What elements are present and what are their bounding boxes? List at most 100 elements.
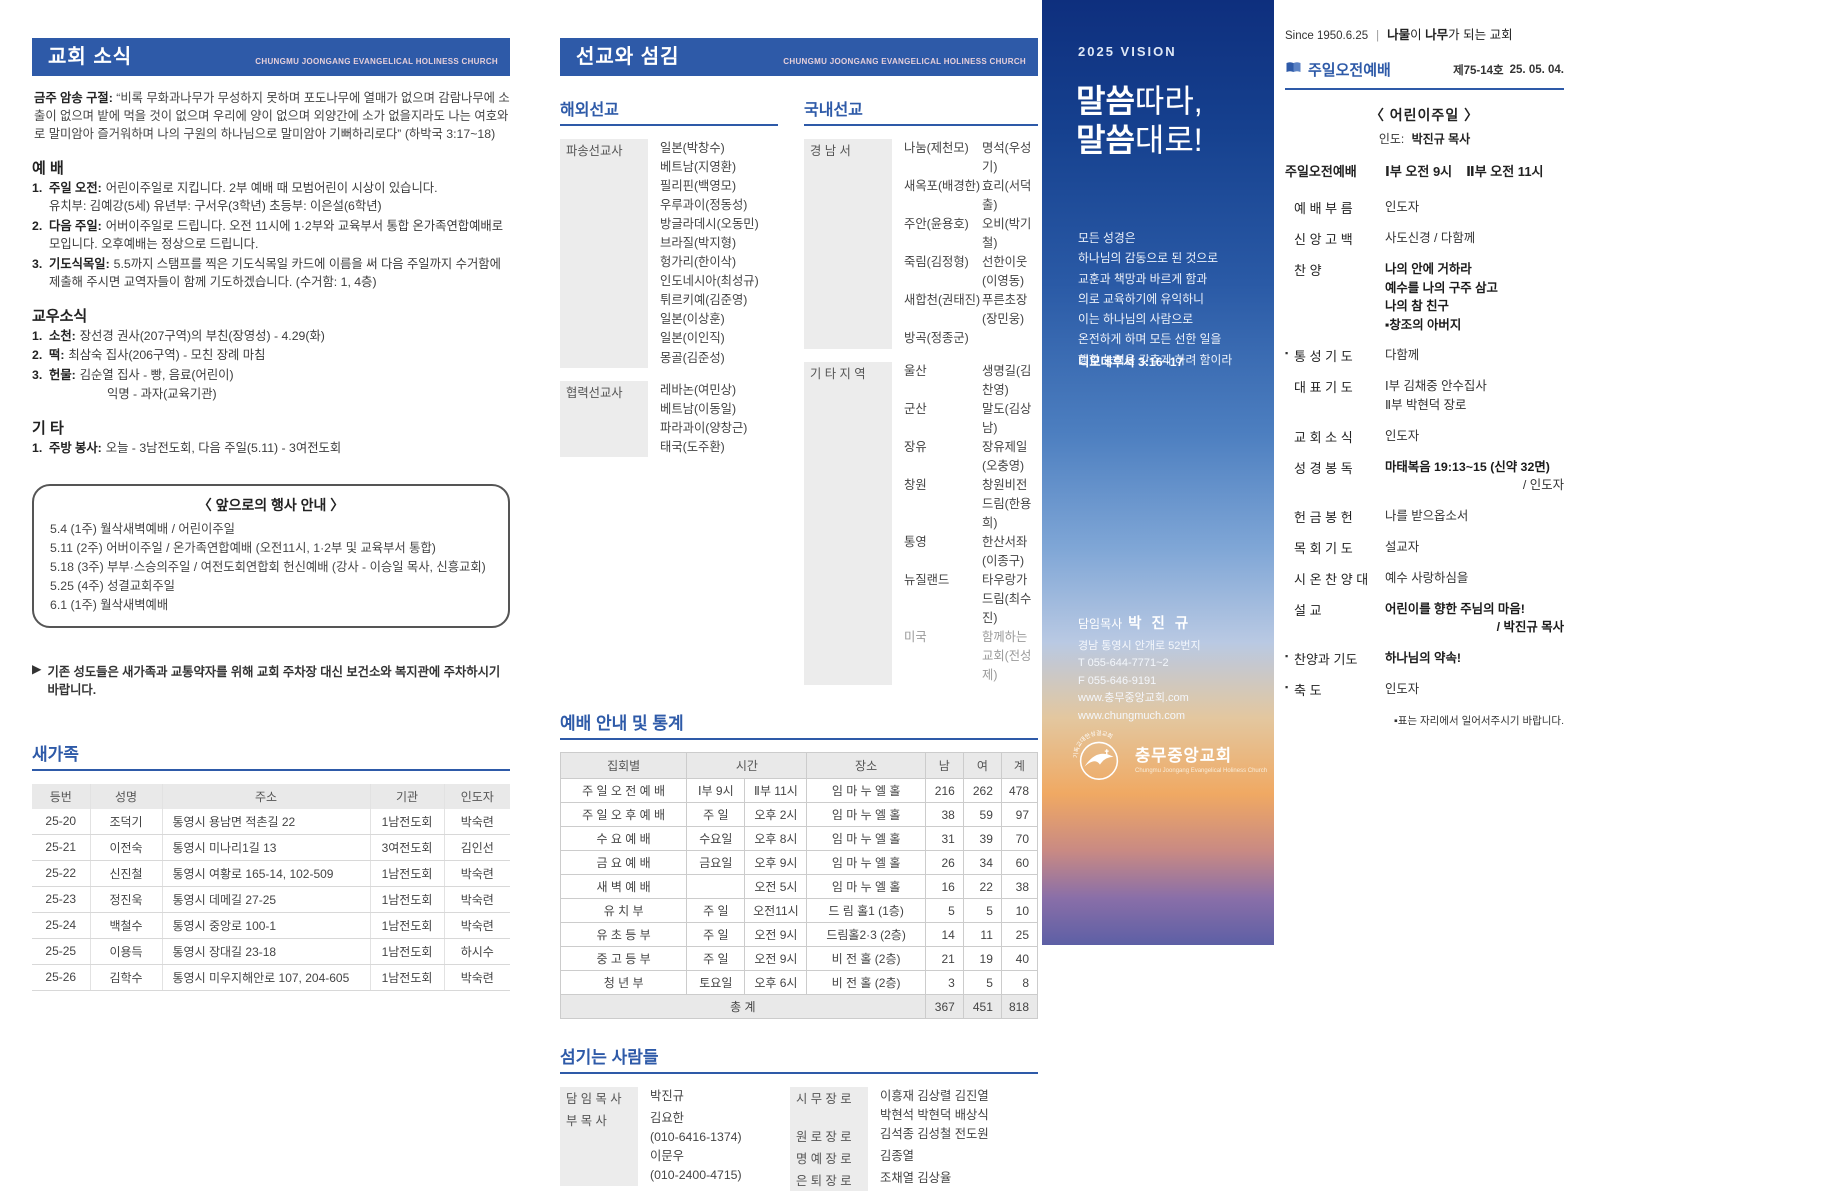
- mission-pair: 통영 한산서좌(이종구): [904, 533, 1038, 571]
- mission-pair: 새옥포(배경한) 효리(서덕출): [904, 177, 1038, 215]
- cell-meeting: 유 초 등 부: [559, 922, 688, 948]
- cell-name: 조덕기: [89, 808, 162, 835]
- order-row: ▪ 축 도 인도자: [1285, 680, 1564, 699]
- missionary-line: 브라질(박지형): [660, 236, 737, 251]
- member-news-items: 1. 소천: 장선경 권사(207구역)의 부친(장영성) - 4.29(화) 2…: [32, 328, 510, 404]
- cell-total: 70: [1000, 826, 1039, 852]
- order-value: Ⅰ부 김채중 안수집사: [1385, 379, 1487, 394]
- missionary-line: 방글라데시(오동민): [660, 217, 759, 232]
- cell-guide: 박숙련: [443, 860, 510, 887]
- dove-circle-logo-icon: 기독교대한성결교회: [1070, 726, 1128, 789]
- leader-label: 인도:: [1378, 132, 1405, 146]
- order-label: 찬양과 기도: [1294, 652, 1358, 668]
- cell-regno: 25-24: [32, 912, 90, 939]
- order-values: 다함께: [1385, 346, 1564, 365]
- new-family-header-row: 등번 성명 주소 기관 인도자: [32, 783, 510, 809]
- order-value: 나의 안에 거하라: [1385, 262, 1472, 276]
- order-values: 나의 안에 거하라 예수를 나의 구주 삼고 나의 참 친구 ▪창조의 아버지: [1385, 260, 1564, 334]
- servant-lines: 김요한 (010-6416-1374) 이문우 (010-2400-4715): [638, 1109, 772, 1185]
- col-header: 여: [962, 752, 1002, 780]
- church-news-header: 교회 소식 CHUNGMU JOONGANG EVANGELICAL HOLIN…: [32, 38, 510, 76]
- mission-role: 파송선교사: [560, 139, 648, 368]
- mission-pair: 뉴질랜드 타우랑가드림(최수진): [904, 571, 1038, 628]
- cell-name: 정진욱: [89, 886, 162, 913]
- mission-lines: 일본(박창수) 베트남(지영환) 필리핀(백영모) 우루과이(정동성) 방글라데시(오동…: [648, 139, 778, 368]
- memory-verse-label: 금주 암송 구절:: [34, 91, 113, 105]
- new-family-section: 새가족 등번 성명 주소 기관 인도자 25-20 조덕기 통영시 용남면 적촌…: [32, 740, 510, 991]
- order-value: 마태복음 19:13~15 (신약 32면): [1385, 459, 1550, 474]
- table-row: 유 치 부 주 일 오전11시 드 림 홀1 (1층) 5 5 10: [559, 898, 1039, 924]
- col-header: 계: [1000, 752, 1039, 780]
- stats-total-row: 총 계 367 451 818: [560, 994, 1039, 1020]
- church-b: 푸른초장(장민웅): [982, 293, 1028, 327]
- church-a: 방곡(정종군): [904, 331, 969, 346]
- event-line: 6.1 (1주) 월삭새벽예배: [50, 597, 169, 612]
- servants-right: 시 무 장 로 이흥재 김상렬 김진열 박현석 박현덕 배상식 원 로 장 로 김…: [790, 1087, 1038, 1191]
- service-times: 주일오전예배 Ⅰ부 오전 9시 Ⅱ부 오전 11시: [1285, 161, 1564, 180]
- item-label: 다음 주일:: [49, 219, 102, 234]
- servant-line: 박진규: [650, 1089, 684, 1104]
- mission-pair: 주안(윤용호) 오비(박기철): [904, 215, 1038, 253]
- cell-male: 216: [924, 778, 964, 804]
- item-label: 헌물:: [49, 368, 76, 383]
- cell-total: 25: [1000, 922, 1039, 948]
- church-a: 새합천(권태진): [904, 293, 981, 308]
- member-news-item: 3. 헌물: 김순열 집사 - 빵, 음료(어린이) 익명 - 과자(교육기관): [32, 367, 510, 404]
- pastor-label: 담임목사: [1078, 617, 1123, 631]
- item-body: 기도식목일: 5.5까지 스탬프를 찍은 기도식목일 카드에 이름을 써 다음 주…: [49, 256, 510, 292]
- order-label: 설 교: [1294, 602, 1322, 618]
- cell-guide: 박숙련: [443, 886, 510, 913]
- item-number: 3.: [32, 368, 43, 383]
- page-title: 선교와 섬김: [576, 46, 680, 68]
- worship-item: 1. 주일 오전: 어린이주일로 지킵니다. 2부 예배 때 모범어린이 시상이 …: [32, 180, 510, 217]
- cell-name: 백철수: [89, 912, 162, 939]
- table-row: 25-20 조덕기 통영시 용남면 적촌길 22 1남전도회 박숙련: [32, 808, 510, 835]
- mission-pair: 미국 함께하는교회(전성제): [904, 628, 1038, 685]
- cell-address: 통영시 미나리1길 13: [161, 834, 370, 861]
- mission-role: 기 타 지 역: [804, 361, 892, 686]
- mission-role: 협력선교사: [560, 380, 648, 457]
- overseas-mission: 해외선교 파송선교사 일본(박창수) 베트남(지영환) 필리핀(백영모) 우루과이(정…: [560, 96, 778, 685]
- col-header: 주소: [161, 783, 370, 809]
- mission-pair: 새합천(권태진) 푸른초장(장민웅): [904, 291, 1038, 329]
- missionary-line: 베트남(지영환): [660, 160, 737, 175]
- upcoming-events-box: 〈 앞으로의 행사 안내 〉 5.4 (1주) 월삭새벽예배 / 어린이주일 5.…: [32, 483, 510, 628]
- item-label: 소천:: [49, 328, 76, 343]
- missionary-line: 우루과이(정동성): [660, 198, 748, 213]
- item-number: 1.: [32, 440, 43, 455]
- cell-meeting: 청 년 부: [559, 970, 688, 996]
- cell-time: 오전11시: [744, 898, 808, 924]
- item-subtext: 유치부: 김예강(5세) 유년부: 구서우(3학년) 초등부: 이은설(6학년): [49, 199, 382, 214]
- col-header: 장소: [806, 752, 926, 780]
- cell-regno: 25-26: [32, 964, 90, 991]
- cell-meeting: 유 치 부: [559, 898, 688, 924]
- servant-line: 이흥재 김상렬 김진열: [880, 1089, 989, 1104]
- order-label: 통 성 기 도: [1294, 349, 1353, 365]
- cell-female: 34: [962, 850, 1002, 876]
- stand-bullet-icon: ▪: [1285, 651, 1289, 662]
- overseas-title: 해외선교: [560, 96, 778, 126]
- service-title: 주일오전예배: [1308, 62, 1391, 79]
- mission-group: 파송선교사 일본(박창수) 베트남(지영환) 필리핀(백영모) 우루과이(정동성) 방글…: [560, 139, 778, 368]
- mission-pair: 창원 창원비전드림(한용희): [904, 476, 1038, 533]
- cell-org: 1남전도회: [369, 912, 444, 939]
- order-row: ▪ 찬양과 기도 하나님의 약속!: [1285, 649, 1564, 668]
- order-label: 교 회 소 식: [1294, 429, 1353, 445]
- cell-day: 주 일: [686, 898, 746, 924]
- col-header: 인도자: [443, 783, 510, 809]
- cell-day: Ⅰ부 9시: [686, 778, 746, 804]
- cell-org: 1남전도회: [369, 808, 444, 835]
- stand-bullet-icon: [1285, 198, 1294, 217]
- event-line: 5.18 (3주) 부부·스승의주일 / 여전도회연합회 헌신예배 (강사 - …: [50, 559, 486, 574]
- stand-footnote: ▪표는 자리에서 일어서주시기 바랍니다.: [1394, 715, 1564, 728]
- region: 울산: [904, 363, 927, 378]
- panel-church-news: 교회 소식 CHUNGMU JOONGANG EVANGELICAL HOLIN…: [32, 0, 510, 991]
- cell-total-label: 총 계: [560, 994, 926, 1020]
- order-value: 다함께: [1385, 348, 1420, 363]
- cell-female: 39: [962, 826, 1002, 852]
- order-label: 신 앙 고 백: [1294, 232, 1353, 247]
- worship-item: 3. 기도식목일: 5.5까지 스탬프를 찍은 기도식목일 카드에 이름을 써 다…: [32, 256, 510, 292]
- item-body: 주방 봉사: 오늘 - 3남전도회, 다음 주일(5.11) - 3여전도회: [49, 440, 510, 458]
- servant-group: 부 목 사 김요한 (010-6416-1374) 이문우 (010-2400-471…: [560, 1109, 772, 1186]
- order-values: 마태복음 19:13~15 (신약 32면) / 인도자: [1385, 458, 1564, 495]
